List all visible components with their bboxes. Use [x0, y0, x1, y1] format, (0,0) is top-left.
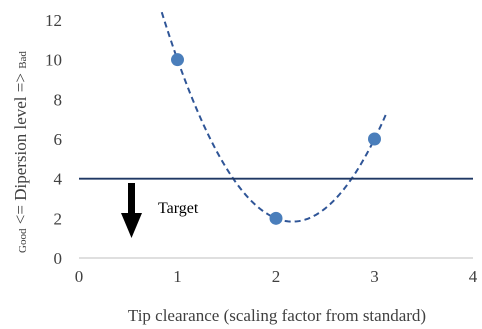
target-label: Target	[158, 200, 199, 217]
y-axis-title-left: Good	[17, 228, 29, 253]
y-tick-label: 8	[54, 90, 63, 109]
svg-text:Good <= Dipersion level => Bad: Good <= Dipersion level => Bad	[11, 51, 30, 253]
data-point	[368, 132, 381, 146]
y-axis-title-middle: <= Dipersion level =>	[11, 69, 30, 229]
trendline	[160, 11, 388, 223]
data-point	[269, 211, 283, 225]
y-tick-label: 12	[45, 11, 62, 30]
y-tick-labels: 0 2 4 6 8 10 12	[45, 11, 63, 268]
x-tick-labels: 0 1 2 3 4	[75, 267, 478, 286]
x-tick-label: 1	[173, 267, 182, 286]
x-tick-label: 4	[469, 267, 478, 286]
target-arrow-icon	[121, 183, 142, 238]
data-point	[171, 53, 184, 67]
y-axis-title-right: Bad	[17, 51, 29, 69]
data-points	[171, 53, 381, 225]
y-tick-label: 6	[54, 130, 63, 149]
x-tick-label: 3	[370, 267, 379, 286]
x-tick-label: 0	[75, 267, 84, 286]
x-tick-label: 2	[272, 267, 281, 286]
y-axis-title: Good <= Dipersion level => Bad	[11, 51, 30, 253]
y-tick-label: 2	[54, 209, 63, 228]
y-tick-label: 0	[54, 249, 63, 268]
y-tick-label: 4	[54, 170, 63, 189]
y-tick-label: 10	[45, 51, 62, 70]
x-axis-title: Tip clearance (scaling factor from stand…	[128, 306, 426, 325]
